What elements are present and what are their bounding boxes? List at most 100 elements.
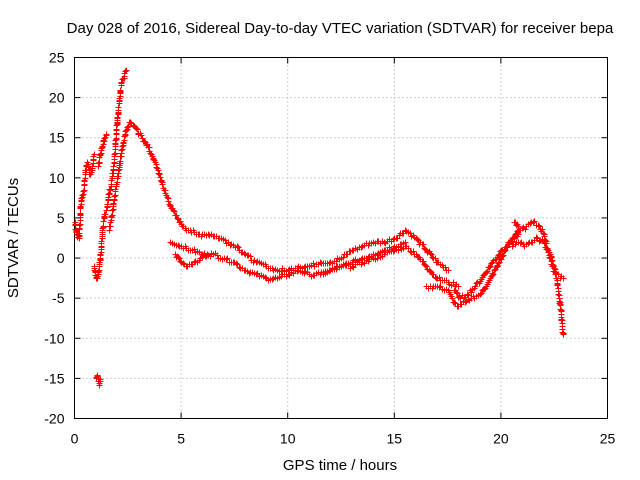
data-point bbox=[175, 254, 182, 261]
data-point bbox=[560, 331, 567, 338]
data-point bbox=[515, 231, 522, 238]
data-point bbox=[535, 222, 542, 229]
data-point bbox=[204, 251, 211, 258]
data-point bbox=[517, 240, 524, 247]
data-point bbox=[490, 271, 497, 278]
x-tick-label: 5 bbox=[177, 431, 185, 447]
data-point bbox=[173, 212, 180, 219]
data-point bbox=[536, 223, 543, 230]
data-point bbox=[449, 295, 456, 302]
data-point bbox=[78, 195, 85, 202]
data-point bbox=[519, 225, 526, 232]
data-point bbox=[442, 264, 449, 271]
y-tick-label: 15 bbox=[49, 130, 65, 146]
data-point bbox=[527, 220, 534, 227]
data-point bbox=[171, 208, 178, 215]
data-point bbox=[134, 126, 141, 133]
data-point bbox=[487, 263, 494, 270]
data-point bbox=[549, 257, 556, 264]
grid-lines bbox=[74, 57, 608, 419]
data-point bbox=[77, 204, 84, 211]
data-point bbox=[170, 207, 177, 214]
data-point bbox=[451, 299, 458, 306]
data-point bbox=[89, 163, 96, 170]
data-point bbox=[472, 283, 479, 290]
y-tick-label: -5 bbox=[52, 290, 65, 306]
data-point bbox=[235, 244, 242, 251]
data-point bbox=[420, 241, 427, 248]
data-point bbox=[478, 290, 485, 297]
data-point bbox=[114, 114, 121, 121]
data-point bbox=[234, 243, 241, 250]
data-point bbox=[138, 132, 145, 139]
data-point bbox=[422, 262, 429, 269]
data-point bbox=[554, 282, 561, 289]
y-axis-label: SDTVAR / TECUs bbox=[5, 178, 22, 298]
data-point bbox=[176, 255, 183, 262]
data-point bbox=[541, 240, 548, 247]
data-point bbox=[548, 253, 555, 260]
data-point bbox=[158, 178, 165, 185]
data-point bbox=[495, 260, 502, 267]
data-point bbox=[423, 263, 430, 270]
data-point bbox=[310, 260, 317, 267]
data-point bbox=[124, 124, 131, 131]
data-point bbox=[223, 256, 230, 263]
data-point bbox=[127, 119, 134, 126]
x-tick-label: 25 bbox=[600, 431, 616, 447]
data-points bbox=[72, 67, 567, 389]
data-point bbox=[233, 260, 240, 267]
data-point bbox=[560, 275, 567, 282]
data-point bbox=[164, 194, 171, 201]
data-point bbox=[123, 127, 130, 134]
data-point bbox=[80, 188, 87, 195]
data-point bbox=[414, 236, 421, 243]
data-point bbox=[381, 239, 388, 246]
data-point bbox=[465, 292, 472, 299]
data-point bbox=[540, 230, 547, 237]
chart-title: Day 028 of 2016, Sidereal Day-to-day VTE… bbox=[67, 20, 614, 37]
data-point bbox=[515, 223, 522, 230]
data-point bbox=[247, 253, 254, 260]
data-point bbox=[530, 219, 537, 226]
y-tick-label: 20 bbox=[49, 90, 65, 106]
data-point bbox=[98, 238, 105, 245]
data-point bbox=[301, 264, 308, 271]
x-tick-label: 20 bbox=[493, 431, 509, 447]
data-point bbox=[374, 255, 381, 262]
y-tick-label: 25 bbox=[49, 50, 65, 66]
data-point bbox=[97, 376, 104, 383]
data-point bbox=[236, 264, 243, 271]
data-point bbox=[103, 131, 110, 138]
data-point bbox=[165, 198, 172, 205]
y-tick-label: -20 bbox=[44, 411, 64, 427]
data-point bbox=[468, 289, 475, 296]
data-point bbox=[112, 186, 119, 193]
data-point bbox=[429, 254, 436, 261]
data-point bbox=[551, 265, 558, 272]
data-point bbox=[117, 87, 124, 94]
data-point bbox=[420, 258, 427, 265]
data-point bbox=[123, 67, 130, 74]
data-point bbox=[484, 268, 491, 275]
data-point bbox=[115, 104, 122, 111]
data-point bbox=[445, 267, 452, 274]
plot-frame bbox=[74, 57, 608, 419]
data-point bbox=[174, 215, 181, 222]
data-point bbox=[157, 174, 164, 181]
data-point bbox=[483, 269, 490, 276]
data-point bbox=[133, 125, 140, 132]
data-point bbox=[100, 218, 107, 225]
data-point bbox=[118, 147, 125, 154]
data-point bbox=[111, 151, 118, 158]
x-tick-label: 10 bbox=[280, 431, 296, 447]
data-point bbox=[531, 218, 538, 225]
y-tick-label: 5 bbox=[57, 210, 65, 226]
data-point bbox=[122, 68, 129, 75]
data-point bbox=[108, 213, 115, 220]
data-point bbox=[104, 201, 111, 208]
data-point bbox=[539, 226, 546, 233]
data-point bbox=[125, 123, 132, 130]
data-point bbox=[180, 260, 187, 267]
